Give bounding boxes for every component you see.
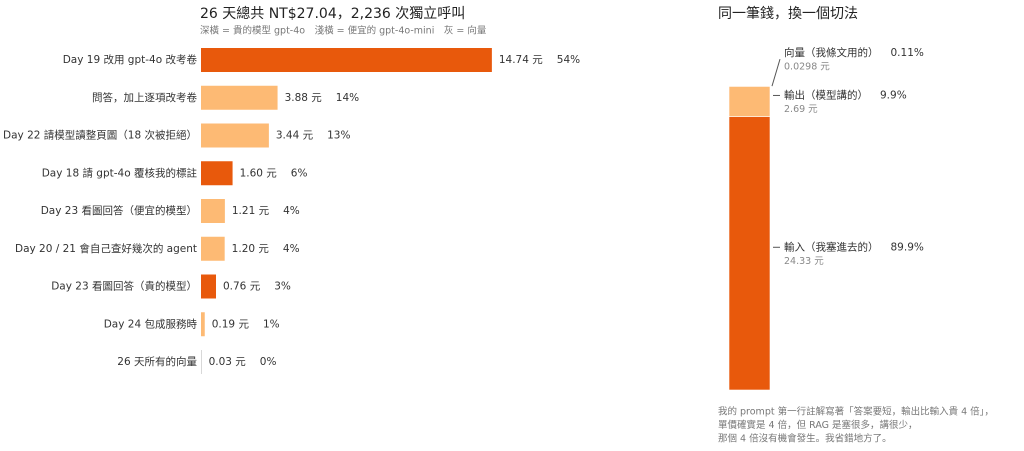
bar <box>201 123 269 148</box>
y-tick-label: 26 天所有的向量 <box>117 355 197 368</box>
share-label: 4% <box>283 205 300 217</box>
value-label: 1.21 元 <box>232 205 270 217</box>
share-label: 4% <box>283 243 300 255</box>
value-label: 14.74 元 <box>499 54 543 66</box>
value-label: 0.0298 元 <box>784 62 830 73</box>
bar <box>201 161 233 186</box>
value-label: 0.03 元 <box>209 356 247 368</box>
bar <box>201 312 205 337</box>
legend-label: 輸入（我塞進去的） <box>784 240 879 253</box>
value-label: 0.19 元 <box>212 318 250 330</box>
y-tick-label: Day 19 改用 gpt-4o 改考卷 <box>63 53 198 66</box>
annotation: 單價確實是 4 倍，但 RAG 是塞很多，講很少， <box>718 419 918 431</box>
y-tick-label: Day 22 請模型讀整頁圖（18 次被拒絕） <box>3 129 197 142</box>
value-label: 24.33 元 <box>784 256 824 267</box>
share-label: 3% <box>274 281 291 293</box>
value-label: 3.88 元 <box>285 92 323 104</box>
share-label: 13% <box>327 130 350 142</box>
chart-subtitle: 深橫 = 貴的模型 gpt-4o 淺橫 = 便宜的 gpt-4o-mini 灰 … <box>200 25 487 37</box>
bar <box>201 350 202 374</box>
bar <box>201 85 278 110</box>
share-label: 9.9% <box>880 89 907 101</box>
annotation: 那個 4 倍沒有機會發生。我省錯地方了。 <box>718 433 892 445</box>
share-label: 54% <box>557 54 580 66</box>
value-label: 1.60 元 <box>240 167 278 179</box>
annotation: 我的 prompt 第一行註解寫著「答案要短，輸出比輸入貴 4 倍」， <box>718 406 994 418</box>
stack-segment <box>728 86 771 117</box>
share-label: 1% <box>263 318 280 330</box>
bar <box>201 48 492 72</box>
share-label: 14% <box>336 92 359 104</box>
y-tick-label: Day 23 看圖回答（便宜的模型） <box>41 204 197 217</box>
y-tick-label: Day 23 看圖回答（貴的模型） <box>51 280 197 293</box>
value-label: 1.20 元 <box>232 243 270 255</box>
share-label: 0% <box>260 356 277 368</box>
legend-label: 輸出（模型講的） <box>784 88 868 101</box>
chart-title: 同一筆錢，換一個切法 <box>718 5 858 22</box>
y-tick-label: Day 24 包成服務時 <box>104 317 198 330</box>
bar <box>201 236 225 261</box>
bar <box>201 199 225 223</box>
share-label: 6% <box>291 167 308 179</box>
stack-segment <box>728 116 771 391</box>
chart-title: 26 天總共 NT$27.04，2,236 次獨立呼叫 <box>200 5 465 22</box>
y-tick-label: 問答，加上逐項改考卷 <box>92 91 197 104</box>
value-label: 3.44 元 <box>276 130 314 142</box>
bar <box>201 274 216 299</box>
y-tick-label: Day 18 請 gpt-4o 覆核我的標註 <box>42 166 198 179</box>
share-label: 0.11% <box>891 47 924 59</box>
value-label: 0.76 元 <box>223 281 261 293</box>
legend-label: 向量（我條文用的） <box>784 46 879 59</box>
value-label: 2.69 元 <box>784 104 818 115</box>
leader-line <box>771 59 781 87</box>
share-label: 89.9% <box>891 241 924 253</box>
y-tick-label: Day 20 / 21 會自己查好幾次的 agent <box>15 242 197 255</box>
